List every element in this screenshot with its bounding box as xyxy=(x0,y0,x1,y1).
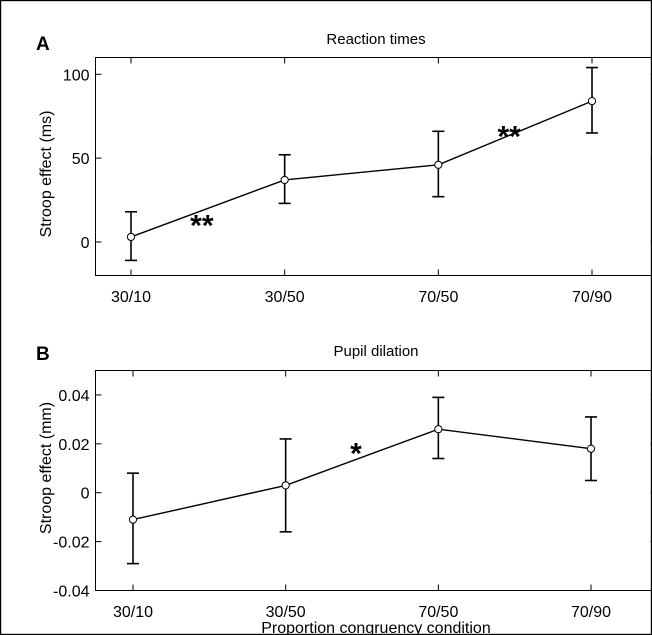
panel-b-significance-marker: * xyxy=(350,437,362,470)
panel-b-ytick-label: -0.02 xyxy=(53,535,90,552)
panel-a-annotations: ** ** xyxy=(190,121,521,243)
panel-a-xticks: 30/10 30/50 70/50 70/90 xyxy=(111,57,612,306)
panel-a-significance-marker: ** xyxy=(497,121,521,154)
panel-b-annotations: * xyxy=(350,437,362,470)
panel-a-xtick-label: 30/50 xyxy=(265,289,305,306)
panel-b-data-point xyxy=(586,444,596,453)
panel-a-xtick-label: 70/50 xyxy=(418,289,458,306)
panel-b-plot xyxy=(127,396,598,565)
panel-a-yticks: 0 50 100 xyxy=(63,67,652,252)
panel-a-ylabel: Stroop effect (ms) xyxy=(38,111,55,238)
panel-b-data-point xyxy=(281,481,290,490)
panel-a-ytick-label: 100 xyxy=(63,67,90,84)
panel-b-ytick-label: 0.04 xyxy=(58,388,89,405)
panel-b-data-point xyxy=(434,425,443,434)
panel-b-xlabel: Proportion congruency condition xyxy=(261,620,490,635)
panel-b-ytick-label: 0 xyxy=(81,486,90,503)
panel-a-data-point xyxy=(587,97,597,106)
panel-b-xtick-label: 70/90 xyxy=(571,604,611,621)
panel-a-ytick-label: 0 xyxy=(81,235,90,252)
panel-b: B Pupil dilation Stroop effect (mm) -0.0… xyxy=(36,343,652,635)
panel-b-xtick-label: 70/50 xyxy=(418,604,458,621)
panel-a-title: Reaction times xyxy=(326,31,425,48)
panel-a-axes xyxy=(95,57,652,276)
panel-a-label: A xyxy=(36,34,50,55)
panel-a: A Reaction times Stroop effect (ms) 0 50 1… xyxy=(36,31,652,306)
panel-a-xtick-label: 70/90 xyxy=(572,289,612,306)
panel-b-axes xyxy=(95,370,652,591)
panel-b-ytick-label: 0.02 xyxy=(58,437,89,454)
panel-b-xtick-label: 30/10 xyxy=(113,604,153,621)
panel-a-xtick-label: 30/10 xyxy=(111,289,151,306)
panel-a-data-point xyxy=(434,160,443,169)
panel-a-data-point xyxy=(126,232,136,242)
panel-a-series-line xyxy=(130,100,593,238)
panel-b-yticks: -0.04 -0.02 0 0.02 0.04 xyxy=(53,388,652,601)
panel-b-title: Pupil dilation xyxy=(333,343,418,360)
panel-b-ytick-label: -0.04 xyxy=(53,584,90,601)
panel-a-data-point xyxy=(280,175,289,185)
panel-b-xticks: 30/10 30/50 70/50 70/90 xyxy=(113,370,611,621)
panel-a-significance-marker: ** xyxy=(190,209,214,242)
panel-b-ylabel: Stroop effect (mm) xyxy=(38,402,55,534)
panel-a-ytick-label: 50 xyxy=(72,151,90,168)
panel-b-data-point xyxy=(128,515,138,524)
panel-b-xtick-label: 30/50 xyxy=(266,604,306,621)
panel-a-plot xyxy=(125,66,599,262)
panel-b-series-line xyxy=(132,428,592,521)
panel-b-label: B xyxy=(36,344,50,365)
